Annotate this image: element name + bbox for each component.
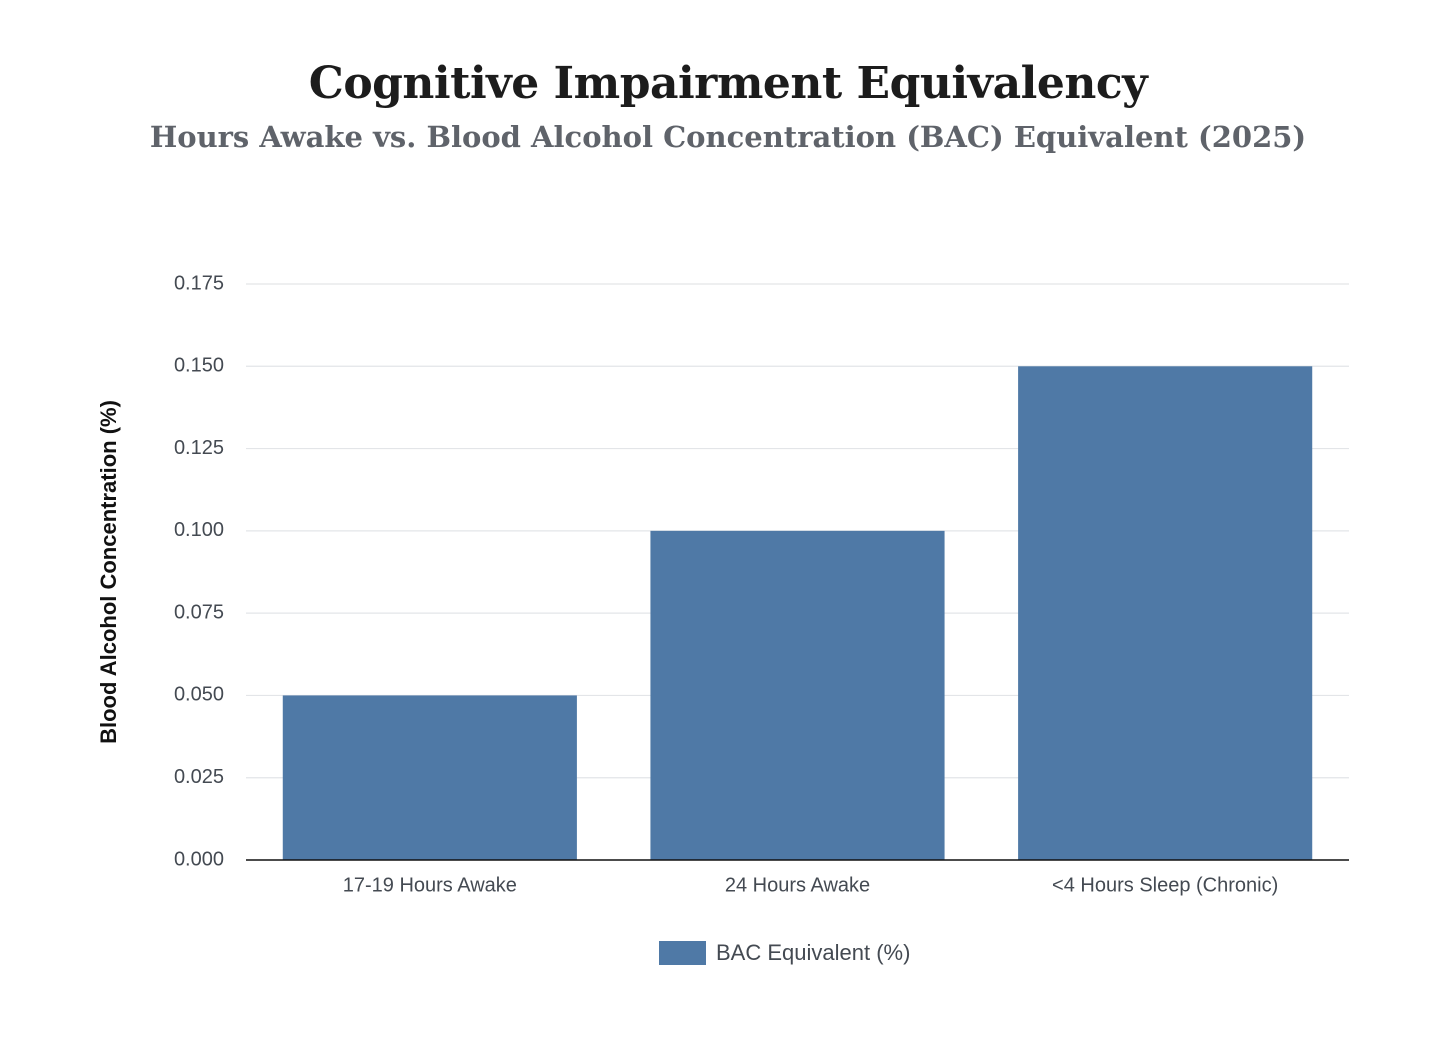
y-tick-label: 0.150 — [174, 355, 224, 377]
legend[interactable]: BAC Equivalent (%) — [659, 940, 910, 965]
y-axis-title: Blood Alcohol Concentration (%) — [96, 400, 121, 744]
y-tick-label: 0.000 — [174, 848, 224, 870]
y-tick-label: 0.025 — [174, 766, 224, 788]
legend-label: BAC Equivalent (%) — [716, 940, 910, 965]
bar[interactable] — [282, 695, 577, 860]
bars — [282, 366, 1313, 860]
y-tick-label: 0.075 — [174, 601, 224, 623]
y-tick-label: 0.100 — [174, 519, 224, 541]
y-tick-label: 0.175 — [174, 272, 224, 294]
chart-title: Cognitive Impairment Equivalency — [308, 58, 1148, 109]
x-tick-label: 17-19 Hours Awake — [343, 874, 517, 896]
bar[interactable] — [650, 530, 945, 860]
chart-subtitle: Hours Awake vs. Blood Alcohol Concentrat… — [149, 120, 1307, 154]
y-axis-ticks: 0.000 0.025 0.050 0.075 0.100 0.125 0.150 0.175 — [174, 272, 224, 870]
y-tick-label: 0.050 — [174, 684, 224, 706]
y-tick-label: 0.125 — [174, 437, 224, 459]
legend-swatch — [659, 941, 706, 965]
x-tick-label: <4 Hours Sleep (Chronic) — [1052, 874, 1278, 896]
x-axis-ticks: 17-19 Hours Awake 24 Hours Awake <4 Hours … — [343, 874, 1279, 896]
bar[interactable] — [1018, 366, 1313, 860]
x-tick-label: 24 Hours Awake — [725, 874, 870, 896]
